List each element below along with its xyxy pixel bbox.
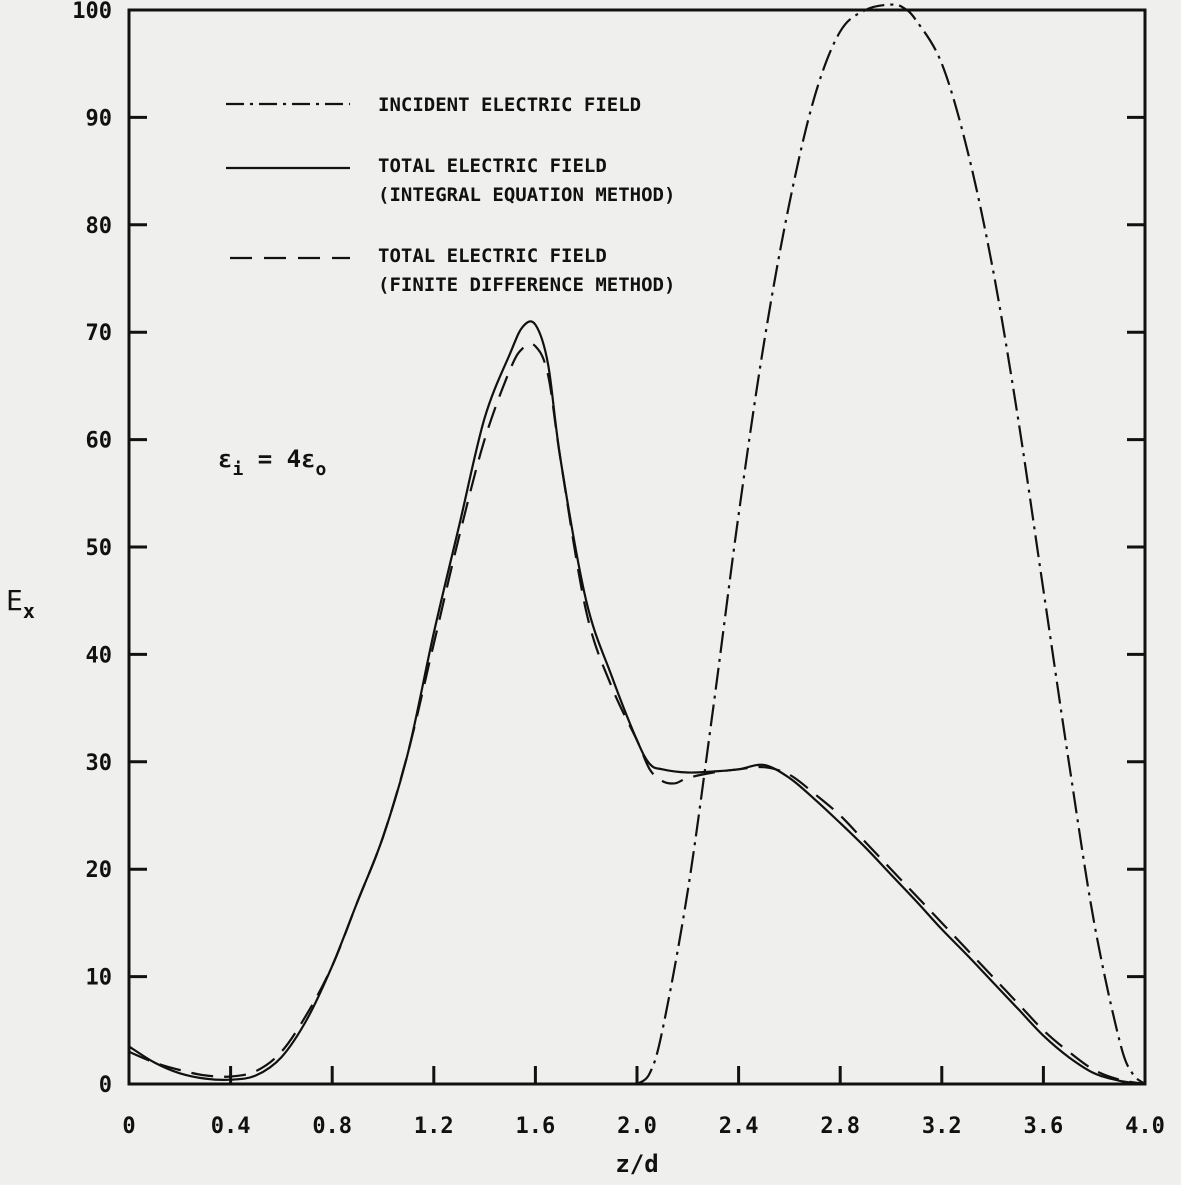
x-tick-label: 2.4 (719, 1114, 759, 1139)
x-tick-label: 1.6 (516, 1114, 556, 1139)
legend-label-line: TOTAL ELECTRIC FIELD (378, 155, 607, 177)
x-tick-label: 4.0 (1125, 1114, 1165, 1139)
incident-field-curve (636, 3, 1146, 1085)
x-tick-label: 0 (122, 1114, 135, 1139)
y-tick-label: 100 (72, 0, 112, 24)
x-tick-label: 2.0 (617, 1114, 657, 1139)
annotation-sub-o: o (316, 459, 327, 480)
x-tick-label: 0.4 (211, 1114, 251, 1139)
legend-label-integral: TOTAL ELECTRIC FIELD (INTEGRAL EQUATION M… (378, 155, 675, 206)
y-tick-label: 40 (86, 643, 113, 668)
annotation-sub-i: i (232, 459, 243, 480)
legend: INCIDENT ELECTRIC FIELD TOTAL ELECTRIC F… (226, 94, 675, 296)
y-tick-label: 10 (86, 966, 113, 991)
y-axis-title: Ex (6, 584, 35, 623)
legend-label-finite: TOTAL ELECTRIC FIELD (FINITE DIFFERENCE M… (378, 245, 675, 296)
y-tick-label: 50 (86, 536, 113, 561)
annotation-epsilon: ε (218, 445, 232, 473)
curves (128, 3, 1146, 1086)
x-tick-label: 0.8 (312, 1114, 352, 1139)
axis-ticks (129, 115, 1145, 1084)
axis-tick-labels: 0 0.4 0.8 1.2 1.6 2.0 2.4 2.8 3.2 3.6 4.0 0 10 20 30 40… (72, 0, 1165, 1139)
annotation-epsilon-2: ε (301, 445, 315, 473)
y-axis-title-sub: x (23, 599, 35, 623)
legend-label-line: TOTAL ELECTRIC FIELD (378, 245, 607, 267)
annotation-equals: = 4 (243, 445, 301, 473)
finite-difference-curve (128, 342, 1146, 1086)
x-tick-label: 2.8 (820, 1114, 860, 1139)
x-tick-label: 3.2 (922, 1114, 962, 1139)
y-tick-label: 30 (86, 751, 113, 776)
legend-label-line: (INTEGRAL EQUATION METHOD) (378, 184, 675, 206)
y-tick-label: 0 (99, 1073, 112, 1098)
legend-label-incident: INCIDENT ELECTRIC FIELD (378, 94, 641, 116)
y-tick-label: 80 (86, 214, 113, 239)
x-tick-label: 3.6 (1024, 1114, 1064, 1139)
plot-frame (127, 8, 1147, 1086)
y-tick-label: 90 (86, 106, 113, 131)
integral-equation-curve (128, 320, 1146, 1086)
y-tick-label: 20 (86, 858, 113, 883)
x-axis-title: z/d (615, 1150, 658, 1178)
y-axis-title-main: E (6, 584, 23, 617)
y-tick-label: 70 (86, 321, 113, 346)
permittivity-annotation: εi = 4εo (218, 445, 326, 480)
x-tick-label: 1.2 (414, 1114, 454, 1139)
y-tick-label: 60 (86, 429, 113, 454)
legend-label-line: (FINITE DIFFERENCE METHOD) (378, 274, 675, 296)
